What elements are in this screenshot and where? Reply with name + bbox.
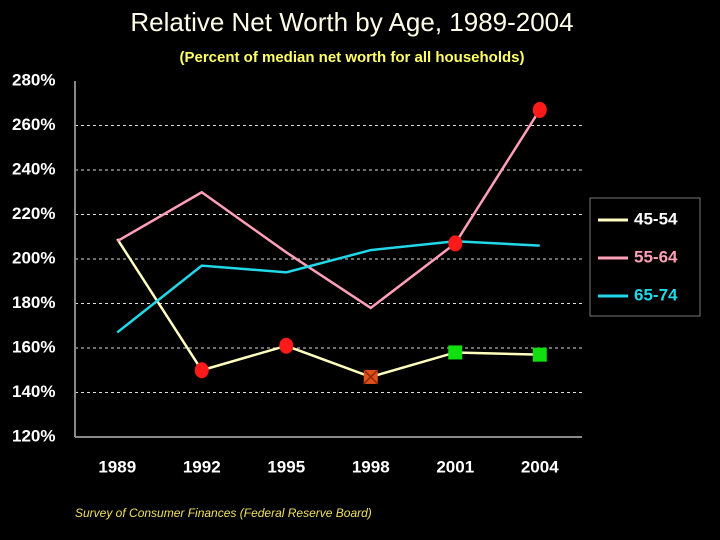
legend-label: 65-74	[634, 285, 678, 304]
y-tick-label: 240%	[12, 159, 55, 178]
y-tick-label: 280%	[12, 70, 55, 89]
point-marker	[448, 235, 463, 252]
x-tick-label: 1998	[352, 457, 390, 476]
point-marker	[532, 101, 547, 118]
legend-label: 55-64	[634, 247, 678, 266]
y-tick-label: 260%	[12, 115, 55, 134]
y-tick-label: 180%	[12, 293, 55, 312]
x-tick-label: 1992	[183, 457, 221, 476]
series-line	[116, 238, 540, 379]
series-line	[116, 109, 541, 310]
source-note: Survey of Consumer Finances (Federal Res…	[75, 506, 372, 520]
y-tick-label: 200%	[12, 248, 55, 267]
y-tick-label: 160%	[12, 337, 55, 356]
y-tick-label: 220%	[12, 204, 55, 223]
legend-label: 45-54	[634, 209, 678, 228]
point-marker	[194, 362, 209, 379]
y-tick-label: 140%	[12, 382, 55, 401]
chart-title: Relative Net Worth by Age, 1989-2004	[130, 7, 573, 37]
point-marker	[448, 345, 463, 360]
point-marker	[532, 347, 547, 362]
x-tick-label: 1989	[98, 457, 136, 476]
x-tick-label: 1995	[267, 457, 305, 476]
chart-subtitle: (Percent of median net worth for all hou…	[179, 49, 524, 66]
x-tick-label: 2001	[436, 457, 474, 476]
x-tick-label: 2004	[521, 457, 559, 476]
y-tick-label: 120%	[12, 426, 55, 445]
marker-cross	[363, 369, 379, 385]
point-marker	[279, 337, 294, 354]
series-line	[116, 239, 540, 334]
